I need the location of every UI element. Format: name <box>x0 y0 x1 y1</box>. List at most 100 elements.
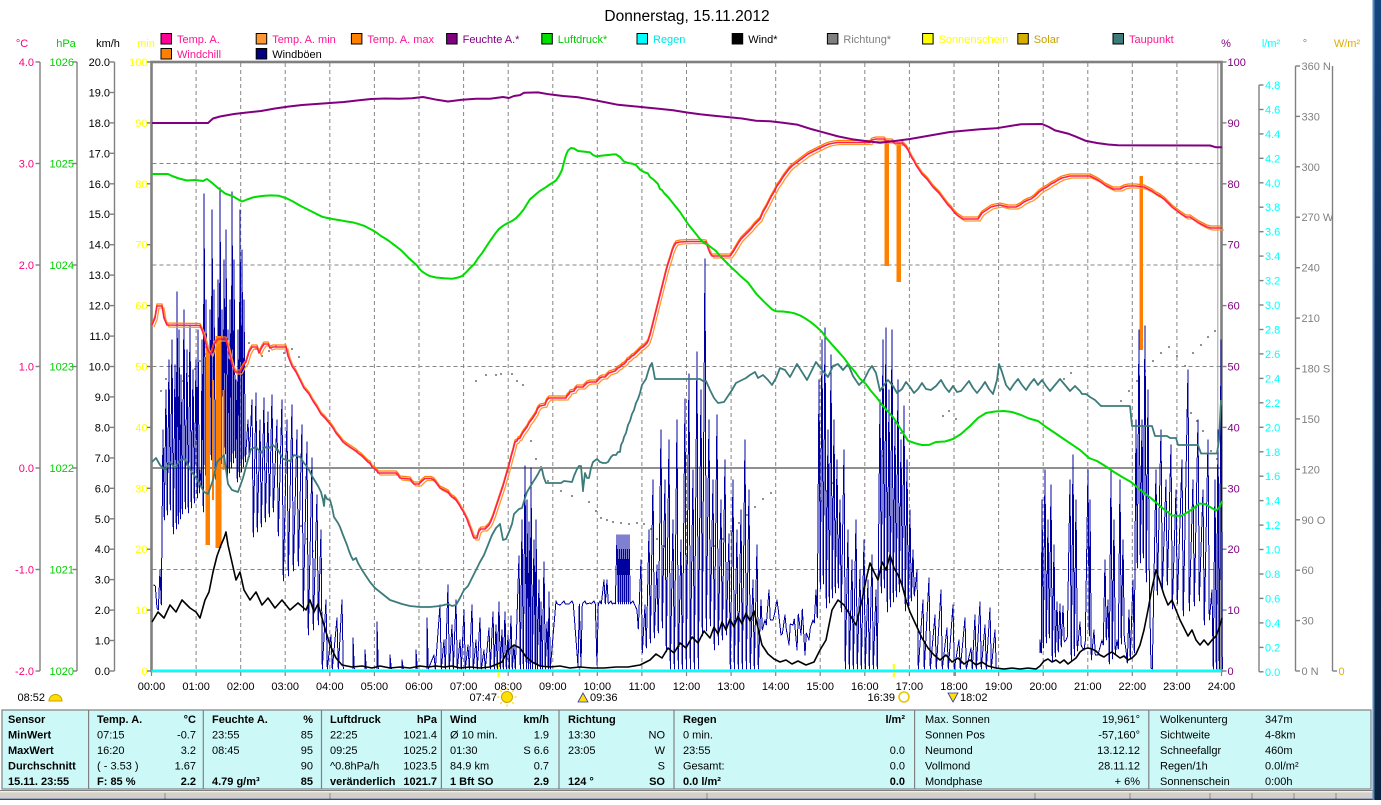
svg-text:210: 210 <box>1302 313 1320 325</box>
svg-text:1020: 1020 <box>50 666 74 678</box>
svg-text:MinWert: MinWert <box>8 730 52 742</box>
svg-text:Temp. A. max: Temp. A. max <box>367 34 434 46</box>
svg-text:15.11. 23:55: 15.11. 23:55 <box>8 776 69 788</box>
svg-text:60: 60 <box>135 301 147 313</box>
svg-text:16:20: 16:20 <box>97 745 125 757</box>
svg-text:Donnerstag, 15.11.2012: Donnerstag, 15.11.2012 <box>604 8 769 25</box>
svg-text:3.2: 3.2 <box>1265 276 1280 288</box>
svg-text:17.0: 17.0 <box>89 148 110 160</box>
svg-text:0.0: 0.0 <box>19 463 34 475</box>
svg-text:0.8: 0.8 <box>1265 569 1280 581</box>
svg-text:16.0: 16.0 <box>89 179 110 191</box>
svg-text:0: 0 <box>1339 666 1345 678</box>
svg-text:12.0: 12.0 <box>89 301 110 313</box>
svg-text:300: 300 <box>1302 162 1320 174</box>
svg-text:Mondphase: Mondphase <box>925 776 983 788</box>
svg-text:70: 70 <box>1228 240 1240 252</box>
svg-text:1.0: 1.0 <box>95 636 110 648</box>
svg-text:10: 10 <box>1228 605 1240 617</box>
svg-text:3.0: 3.0 <box>95 575 110 587</box>
svg-text:Temp. A. min: Temp. A. min <box>272 34 336 46</box>
svg-text:07:15: 07:15 <box>97 730 125 742</box>
svg-text:Taupunkt: Taupunkt <box>1129 34 1174 46</box>
svg-text:0: 0 <box>1228 666 1234 678</box>
svg-text:1.0: 1.0 <box>19 362 34 374</box>
svg-text:80: 80 <box>135 179 147 191</box>
svg-text:NO: NO <box>649 730 666 742</box>
svg-text:1.0: 1.0 <box>1265 545 1280 557</box>
svg-text:1021.4: 1021.4 <box>403 730 437 742</box>
svg-text:70: 70 <box>135 240 147 252</box>
svg-text:40: 40 <box>135 422 147 434</box>
svg-text:2.4: 2.4 <box>1265 373 1280 385</box>
svg-text:0.0: 0.0 <box>1265 667 1280 679</box>
svg-text:20: 20 <box>135 544 147 556</box>
svg-text:11:00: 11:00 <box>629 681 656 693</box>
svg-text:16:00: 16:00 <box>851 681 879 693</box>
svg-text:16:39: 16:39 <box>867 692 895 704</box>
svg-text:3.8: 3.8 <box>1265 202 1280 214</box>
svg-text:hPa: hPa <box>417 714 438 726</box>
svg-text:2.8: 2.8 <box>1265 325 1280 337</box>
svg-text:85: 85 <box>301 776 313 788</box>
svg-text:18:00: 18:00 <box>940 681 968 693</box>
svg-text:4.0: 4.0 <box>1265 178 1280 190</box>
svg-text:0.0 l/m²: 0.0 l/m² <box>683 776 721 788</box>
svg-text:347m: 347m <box>1265 714 1293 726</box>
svg-text:14:00: 14:00 <box>762 681 790 693</box>
svg-text:F: 85 %: F: 85 % <box>97 776 136 788</box>
svg-text:10:00: 10:00 <box>584 681 612 693</box>
svg-text:1025.2: 1025.2 <box>403 745 437 757</box>
svg-text:23:55: 23:55 <box>683 745 711 757</box>
svg-text:Regen: Regen <box>683 714 717 726</box>
svg-text:km/h: km/h <box>96 38 120 50</box>
svg-text:4.4: 4.4 <box>1265 129 1280 141</box>
svg-text:01:00: 01:00 <box>182 681 210 693</box>
svg-text:20: 20 <box>1228 544 1240 556</box>
svg-text:km/h: km/h <box>523 714 549 726</box>
svg-text:1023.5: 1023.5 <box>403 761 437 773</box>
svg-text:08:00: 08:00 <box>494 681 522 693</box>
svg-text:3.6: 3.6 <box>1265 227 1280 239</box>
svg-text:1.6: 1.6 <box>1265 471 1280 483</box>
svg-text:-1.0: -1.0 <box>15 565 34 577</box>
svg-text:W: W <box>655 745 666 757</box>
svg-text:19.0: 19.0 <box>89 88 110 100</box>
svg-text:95: 95 <box>301 745 313 757</box>
svg-text:60: 60 <box>1228 301 1240 313</box>
svg-text:23:00: 23:00 <box>1163 681 1191 693</box>
svg-text:Solar: Solar <box>1034 34 1060 46</box>
svg-text:2.0: 2.0 <box>19 260 34 272</box>
svg-text:Sensor: Sensor <box>8 714 46 726</box>
svg-text:124 °: 124 ° <box>568 776 594 788</box>
svg-text:3.4: 3.4 <box>1265 251 1280 263</box>
svg-text:4.8: 4.8 <box>1265 80 1280 92</box>
svg-text:^0.8hPa/h: ^0.8hPa/h <box>330 761 379 773</box>
svg-text:85: 85 <box>301 730 313 742</box>
svg-text:SO: SO <box>649 776 665 788</box>
svg-text:12:00: 12:00 <box>673 681 701 693</box>
svg-text:3.0: 3.0 <box>1265 300 1280 312</box>
svg-text:S: S <box>658 761 665 773</box>
svg-text:Wind*: Wind* <box>748 34 778 46</box>
svg-text:MaxWert: MaxWert <box>8 745 54 757</box>
svg-text:%: % <box>303 714 313 726</box>
svg-text:4.2: 4.2 <box>1265 153 1280 165</box>
svg-text:460m: 460m <box>1265 745 1293 757</box>
svg-text:8.0: 8.0 <box>95 422 110 434</box>
svg-text:22:00: 22:00 <box>1119 681 1147 693</box>
svg-text:Gesamt:: Gesamt: <box>683 761 725 773</box>
svg-text:13:00: 13:00 <box>717 681 745 693</box>
svg-text:15:00: 15:00 <box>806 681 834 693</box>
svg-text:90 O: 90 O <box>1302 515 1326 527</box>
svg-text:%: % <box>1221 38 1231 50</box>
svg-text:-0.7: -0.7 <box>177 730 196 742</box>
svg-text:Windchill: Windchill <box>177 49 221 61</box>
svg-text:30: 30 <box>135 483 147 495</box>
svg-text:Feuchte A.*: Feuchte A.* <box>463 34 521 46</box>
svg-text:150: 150 <box>1302 414 1320 426</box>
svg-text:19,961°: 19,961° <box>1102 714 1140 726</box>
svg-text:veränderlich: veränderlich <box>330 776 396 788</box>
svg-text:2.0: 2.0 <box>1265 422 1280 434</box>
svg-text:180 S: 180 S <box>1302 364 1331 376</box>
